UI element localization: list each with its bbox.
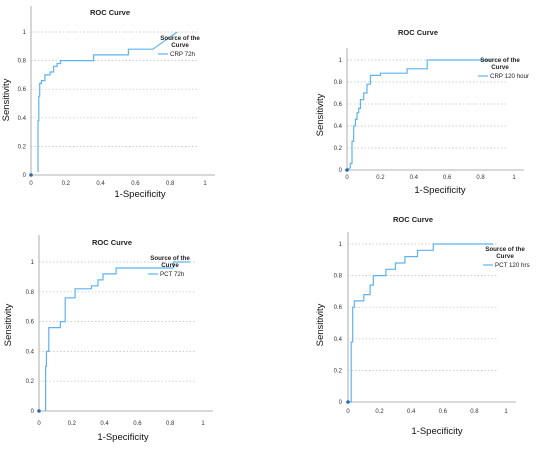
chart-title: ROC Curve [92, 238, 132, 247]
roc-curve-line [346, 59, 491, 171]
x-tick-label: 0.4 [410, 175, 419, 181]
x-tick-label: 0 [29, 181, 33, 187]
x-tick-label: 0.6 [443, 175, 452, 181]
y-tick-label: 0 [339, 168, 343, 174]
y-tick-label: 0 [31, 409, 35, 415]
y-tick-label: 1 [23, 30, 27, 36]
x-tick-label: 0 [346, 409, 350, 415]
y-tick-label: 0.8 [26, 290, 35, 296]
y-tick-label: 0.4 [26, 349, 35, 355]
y-tick-label: 0.6 [26, 320, 35, 326]
roc-panel-1: 0 0.2 0.4 0.6 0.8 1 0 0.2 0.4 0.6 0.8 1 ROC Curve 1-S… [1, 6, 215, 200]
roc-panel-2: 0 0.2 0.4 0.6 0.8 1 0 0.2 0.4 0.6 0.8 1 ROC Curve 1-S… [315, 28, 529, 196]
y-tick-label: 0 [339, 400, 343, 406]
y-tick-label: 0.6 [334, 102, 343, 108]
x-tick-label: 0 [345, 175, 349, 181]
origin-point [37, 409, 41, 413]
legend-title: Source of the Curve [160, 35, 200, 49]
y-tick-label: 0.4 [334, 337, 343, 343]
x-tick-label: 0.6 [439, 409, 448, 415]
x-tick-label: 0.8 [166, 181, 175, 187]
y-tick-label: 0.2 [26, 379, 35, 385]
legend-label: CRP 120 hour [490, 73, 529, 80]
legend-label: PCT 72h [160, 271, 185, 278]
x-axis-title: 1-Specificity [411, 426, 462, 437]
y-tick-label: 0.6 [334, 305, 343, 311]
y-axis-title: Sensitivity [315, 303, 326, 346]
x-axis-title: 1-Specificity [114, 189, 165, 200]
y-tick-label: 0.4 [18, 116, 27, 122]
y-axis-title: Sensitivity [315, 93, 326, 136]
y-axis-title: Sensitivity [1, 78, 12, 121]
y-tick-label: 0.2 [334, 146, 343, 152]
x-tick-label: 0.8 [470, 409, 479, 415]
x-tick-label: 1 [504, 409, 508, 415]
roc-curve-line [37, 31, 178, 173]
x-tick-label: 0.4 [96, 181, 105, 187]
x-tick-label: 0.2 [376, 175, 385, 181]
x-tick-label: 0.8 [476, 175, 485, 181]
roc-curve-line [44, 261, 190, 411]
x-tick-label: 0 [37, 421, 41, 427]
y-tick-label: 0.8 [18, 59, 27, 65]
x-tick-label: 0.6 [131, 181, 140, 187]
legend-title: Source of the Curve [485, 246, 525, 260]
legend-label: CRP 72h [170, 51, 196, 58]
chart-title: ROC Curve [90, 8, 130, 17]
x-tick-label: 1 [203, 181, 207, 187]
x-axis-title: 1-Specificity [414, 185, 465, 196]
y-tick-label: 0.8 [334, 80, 343, 86]
legend-label: PCT 120 hrs [495, 262, 530, 269]
y-tick-label: 0.2 [18, 144, 27, 150]
x-tick-label: 1 [512, 175, 516, 181]
x-tick-label: 1 [201, 421, 205, 427]
chart-title: ROC Curve [393, 215, 433, 224]
legend-title: Source of the Curve [480, 57, 520, 71]
x-tick-label: 0.8 [166, 421, 175, 427]
y-tick-label: 0.2 [334, 368, 343, 374]
y-tick-label: 1 [339, 58, 343, 64]
x-tick-label: 0.4 [100, 421, 109, 427]
y-tick-label: 0.8 [334, 274, 343, 280]
x-tick-label: 0.2 [68, 421, 77, 427]
x-tick-label: 0.6 [133, 421, 142, 427]
chart-title: ROC Curve [398, 28, 438, 37]
x-tick-label: 0.4 [407, 409, 416, 415]
origin-point [345, 168, 349, 172]
y-tick-label: 1 [339, 242, 343, 248]
origin-point [346, 400, 350, 404]
x-tick-label: 0.2 [62, 181, 71, 187]
y-tick-label: 0.6 [18, 87, 27, 93]
roc-panel-3: 0 0.2 0.4 0.6 0.8 1 0 0.2 0.4 0.6 0.8 1 ROC Curve 1-S… [3, 235, 213, 443]
y-tick-label: 0 [23, 173, 27, 179]
y-tick-label: 0.4 [334, 124, 343, 130]
origin-point [29, 173, 33, 177]
roc-curve-line [348, 243, 494, 403]
y-tick-label: 1 [31, 260, 35, 266]
y-axis-title: Sensitivity [3, 303, 14, 346]
x-axis-title: 1-Specificity [97, 432, 148, 443]
legend-title: Source of the Curve [150, 255, 190, 269]
roc-panel-4: 0 0.2 0.4 0.6 0.8 1 0 0.2 0.4 0.6 0.8 1 ROC Curve 1-S… [315, 215, 530, 437]
x-tick-label: 0.2 [375, 409, 384, 415]
